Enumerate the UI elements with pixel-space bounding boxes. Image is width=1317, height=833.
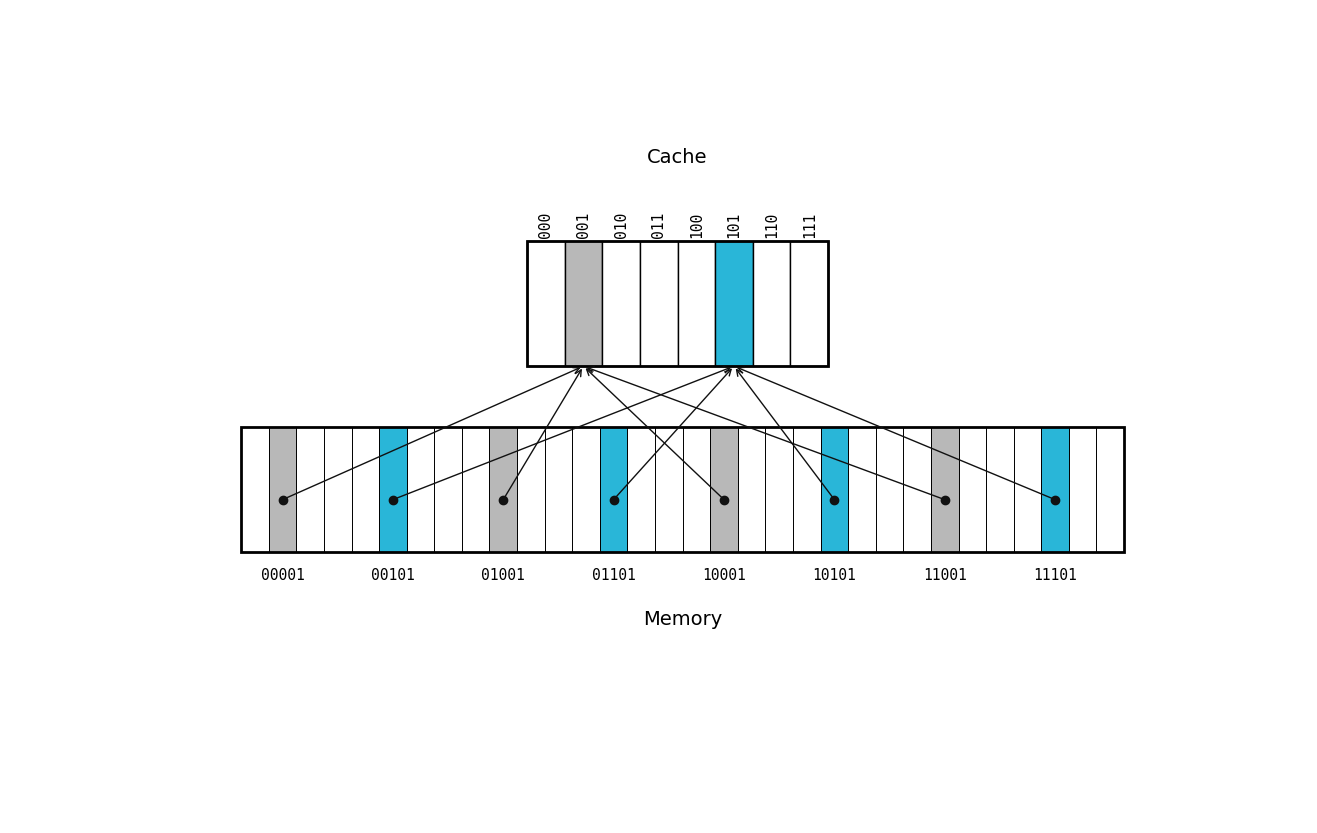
- Bar: [677, 241, 715, 367]
- Bar: [790, 241, 828, 367]
- Text: 111: 111: [802, 212, 817, 238]
- Bar: [903, 427, 931, 552]
- Text: 110: 110: [764, 212, 780, 238]
- Bar: [573, 427, 599, 552]
- Text: 10001: 10001: [702, 568, 745, 583]
- Bar: [407, 427, 435, 552]
- Bar: [986, 427, 1014, 552]
- Bar: [710, 427, 738, 552]
- Bar: [876, 427, 903, 552]
- Text: 11101: 11101: [1034, 568, 1077, 583]
- Bar: [352, 427, 379, 552]
- Bar: [931, 427, 959, 552]
- Bar: [435, 427, 462, 552]
- Text: 11001: 11001: [923, 568, 967, 583]
- Bar: [1042, 427, 1069, 552]
- Text: 001: 001: [576, 212, 591, 238]
- Bar: [565, 241, 602, 367]
- Text: Cache: Cache: [647, 148, 707, 167]
- Bar: [640, 241, 677, 367]
- Bar: [296, 427, 324, 552]
- Bar: [820, 427, 848, 552]
- Text: 010: 010: [614, 212, 628, 238]
- Bar: [379, 427, 407, 552]
- Text: 000: 000: [539, 212, 553, 238]
- Bar: [527, 241, 828, 367]
- Bar: [490, 427, 518, 552]
- Bar: [765, 427, 793, 552]
- Text: 01101: 01101: [591, 568, 636, 583]
- Bar: [1014, 427, 1042, 552]
- Text: 100: 100: [689, 212, 703, 238]
- Bar: [527, 241, 565, 367]
- Bar: [602, 241, 640, 367]
- Bar: [1097, 427, 1123, 552]
- Text: 00101: 00101: [371, 568, 415, 583]
- Bar: [545, 427, 573, 552]
- Bar: [627, 427, 655, 552]
- Bar: [753, 241, 790, 367]
- Bar: [682, 427, 710, 552]
- Bar: [1069, 427, 1097, 552]
- Bar: [599, 427, 627, 552]
- Text: Memory: Memory: [643, 610, 722, 629]
- Bar: [518, 427, 545, 552]
- Bar: [793, 427, 820, 552]
- Bar: [241, 427, 269, 552]
- Bar: [738, 427, 765, 552]
- Bar: [324, 427, 352, 552]
- Text: 10101: 10101: [813, 568, 856, 583]
- Bar: [655, 427, 682, 552]
- Bar: [462, 427, 490, 552]
- Text: 101: 101: [727, 212, 741, 238]
- Bar: [959, 427, 986, 552]
- Bar: [715, 241, 753, 367]
- Text: 011: 011: [651, 212, 666, 238]
- Text: 00001: 00001: [261, 568, 304, 583]
- Text: 01001: 01001: [482, 568, 525, 583]
- Bar: [269, 427, 296, 552]
- Bar: [241, 427, 1125, 552]
- Bar: [848, 427, 876, 552]
